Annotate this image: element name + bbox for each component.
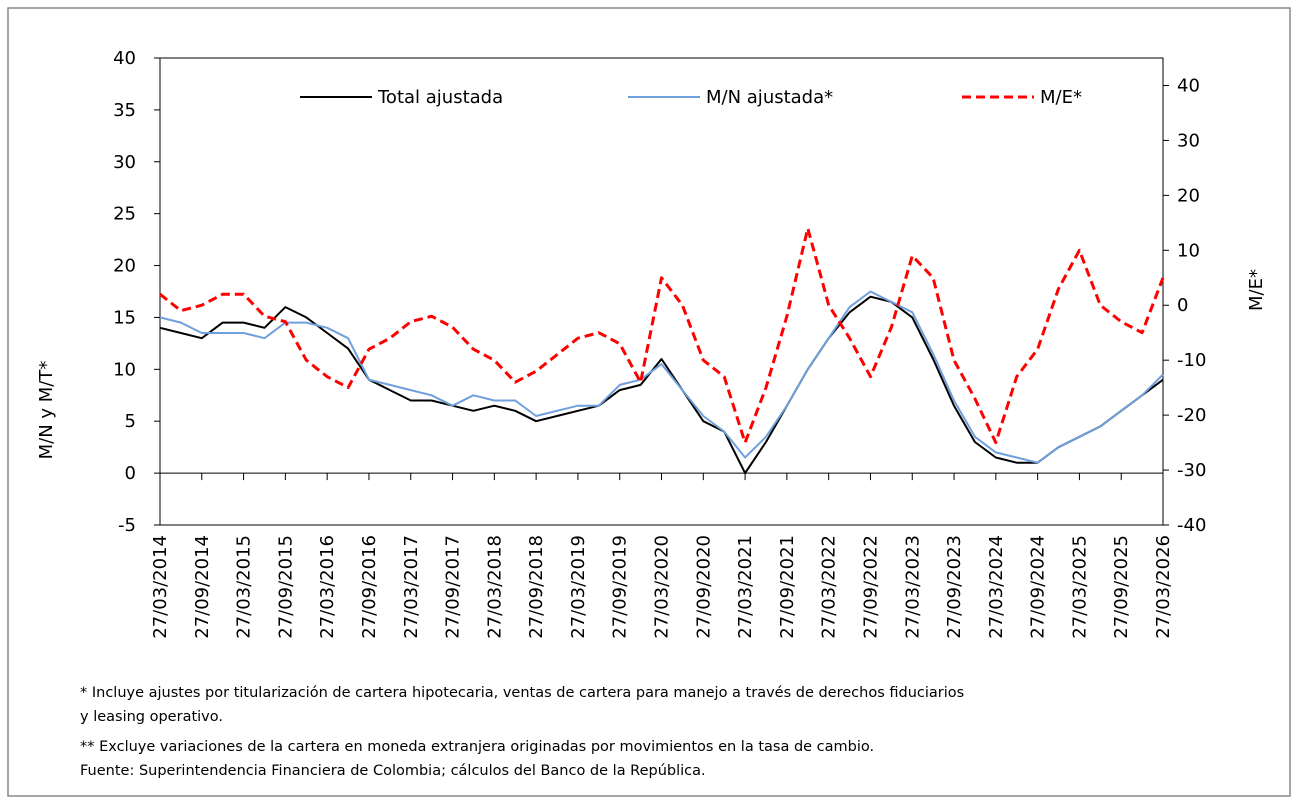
frame: [7, 7, 1291, 797]
x-tick-label: 27/09/2022: [860, 535, 881, 639]
x-tick-label: 27/03/2022: [819, 535, 840, 639]
x-tick-label: 27/09/2015: [275, 535, 296, 639]
footnote: ** Excluye variaciones de la cartera en …: [80, 739, 874, 755]
x-tick-label: 27/09/2024: [1028, 535, 1049, 639]
x-tick-label: 27/09/2023: [944, 535, 965, 639]
x-tick-label: 27/09/2016: [359, 535, 380, 639]
y-tick-label: 35: [113, 100, 136, 121]
x-tick-label: 27/09/2021: [777, 535, 798, 639]
y-tick-label: 20: [113, 256, 136, 277]
x-tick-label: 27/03/2019: [568, 535, 589, 639]
x-tick-label: 27/09/2025: [1111, 535, 1132, 639]
y-tick-label: 40: [113, 48, 136, 69]
y2-tick-label: -10: [1177, 350, 1206, 371]
y2-tick-label: 30: [1177, 130, 1200, 151]
x-tick-label: 27/03/2014: [150, 535, 171, 639]
y2-tick-label: 40: [1177, 75, 1200, 96]
y2-axis-title: M/E*: [1246, 269, 1267, 311]
x-tick-label: 27/09/2020: [693, 535, 714, 639]
y-tick-label: 30: [113, 152, 136, 173]
y2-tick-label: -30: [1177, 460, 1206, 481]
x-tick-label: 27/09/2014: [192, 535, 213, 639]
x-tick-label: 27/03/2018: [484, 535, 505, 639]
x-tick-label: 27/03/2017: [401, 535, 422, 639]
y2-tick-label: -40: [1177, 515, 1206, 536]
series-line: [159, 226, 1165, 445]
x-tick-label: 27/03/2016: [317, 535, 338, 639]
plot-frame: [159, 57, 1164, 526]
y2-tick-label: 0: [1177, 295, 1188, 316]
x-tick-label: 27/09/2017: [443, 535, 464, 639]
x-tick-label: 27/03/2025: [1069, 535, 1090, 639]
series-line: [159, 295, 1164, 475]
y-tick-label: 15: [113, 307, 136, 328]
x-tick-label: 27/03/2015: [234, 535, 255, 639]
x-tick-label: 27/03/2023: [902, 535, 923, 639]
x-tick-label: 27/03/2026: [1153, 535, 1174, 639]
y-tick-label: 25: [113, 204, 136, 225]
legend-label: M/N ajustada*: [706, 87, 833, 108]
y-tick-label: -5: [118, 515, 136, 536]
legend-label: M/E*: [1040, 87, 1082, 108]
y2-tick-label: -20: [1177, 405, 1206, 426]
y2-tick-label: 10: [1177, 240, 1200, 261]
x-tick-label: 27/03/2020: [652, 535, 673, 639]
x-tick-label: 27/09/2018: [526, 535, 547, 639]
x-tick-label: 27/09/2019: [610, 535, 631, 639]
footnote: y leasing operativo.: [80, 709, 223, 725]
y-tick-label: 10: [113, 359, 136, 380]
x-tick-label: 27/03/2021: [735, 535, 756, 639]
series-line: [159, 290, 1164, 464]
footnote: * Incluye ajustes por titularización de …: [80, 685, 964, 701]
y2-tick-label: 20: [1177, 185, 1200, 206]
footnote: Fuente: Superintendencia Financiera de C…: [80, 763, 706, 779]
y-axis-title: M/N y M/T*: [36, 361, 57, 460]
y-tick-label: 0: [125, 463, 136, 484]
y-tick-label: 5: [125, 411, 136, 432]
x-tick-label: 27/03/2024: [986, 535, 1007, 639]
legend-label: Total ajustada: [377, 87, 503, 108]
